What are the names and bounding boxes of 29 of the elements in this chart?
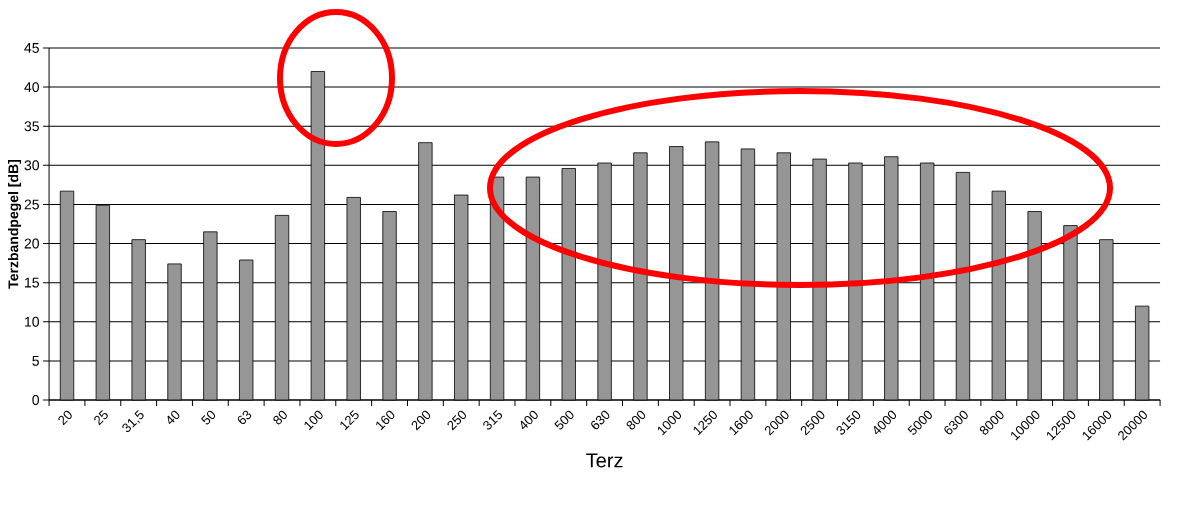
y-tick-label: 20 <box>24 238 40 249</box>
y-tick-label: 5 <box>32 356 39 366</box>
x-tick-label: 630 <box>591 410 610 430</box>
x-tick-label: 200 <box>411 410 431 431</box>
y-tick-label: 15 <box>25 277 39 288</box>
y-tick-label: 25 <box>24 199 39 210</box>
y-tick-label: 35 <box>24 121 39 132</box>
x-tick-label: 80 <box>273 410 287 425</box>
x-tick-label: 125 <box>340 409 359 431</box>
x-axis-title: Terz <box>586 453 623 468</box>
y-tick-label: 0 <box>32 395 40 405</box>
x-tick-label: 100 <box>304 410 323 431</box>
x-tick-label: 50 <box>201 410 216 425</box>
y-tick-label: 45 <box>24 43 39 53</box>
y-axis-title: Terzbandpegel [dB] <box>8 159 22 289</box>
x-tick-label: 400 <box>520 410 538 430</box>
y-tick-label: 10 <box>25 316 40 327</box>
x-tick-label: 25 <box>94 409 108 426</box>
x-tick-label: 31,5 <box>122 409 144 433</box>
x-tick-label: 800 <box>626 410 646 430</box>
x-tick-label: 40 <box>167 410 180 425</box>
y-tick-label: 30 <box>24 160 40 171</box>
x-tick-label: 315 <box>483 409 503 430</box>
x-tick-label: 63 <box>237 410 252 425</box>
x-tick-label: 250 <box>447 410 467 431</box>
x-tick-label: 500 <box>554 410 574 430</box>
y-tick-label: 40 <box>24 82 40 93</box>
x-tick-label: 160 <box>376 410 395 431</box>
x-tick-label: 20 <box>58 410 72 426</box>
